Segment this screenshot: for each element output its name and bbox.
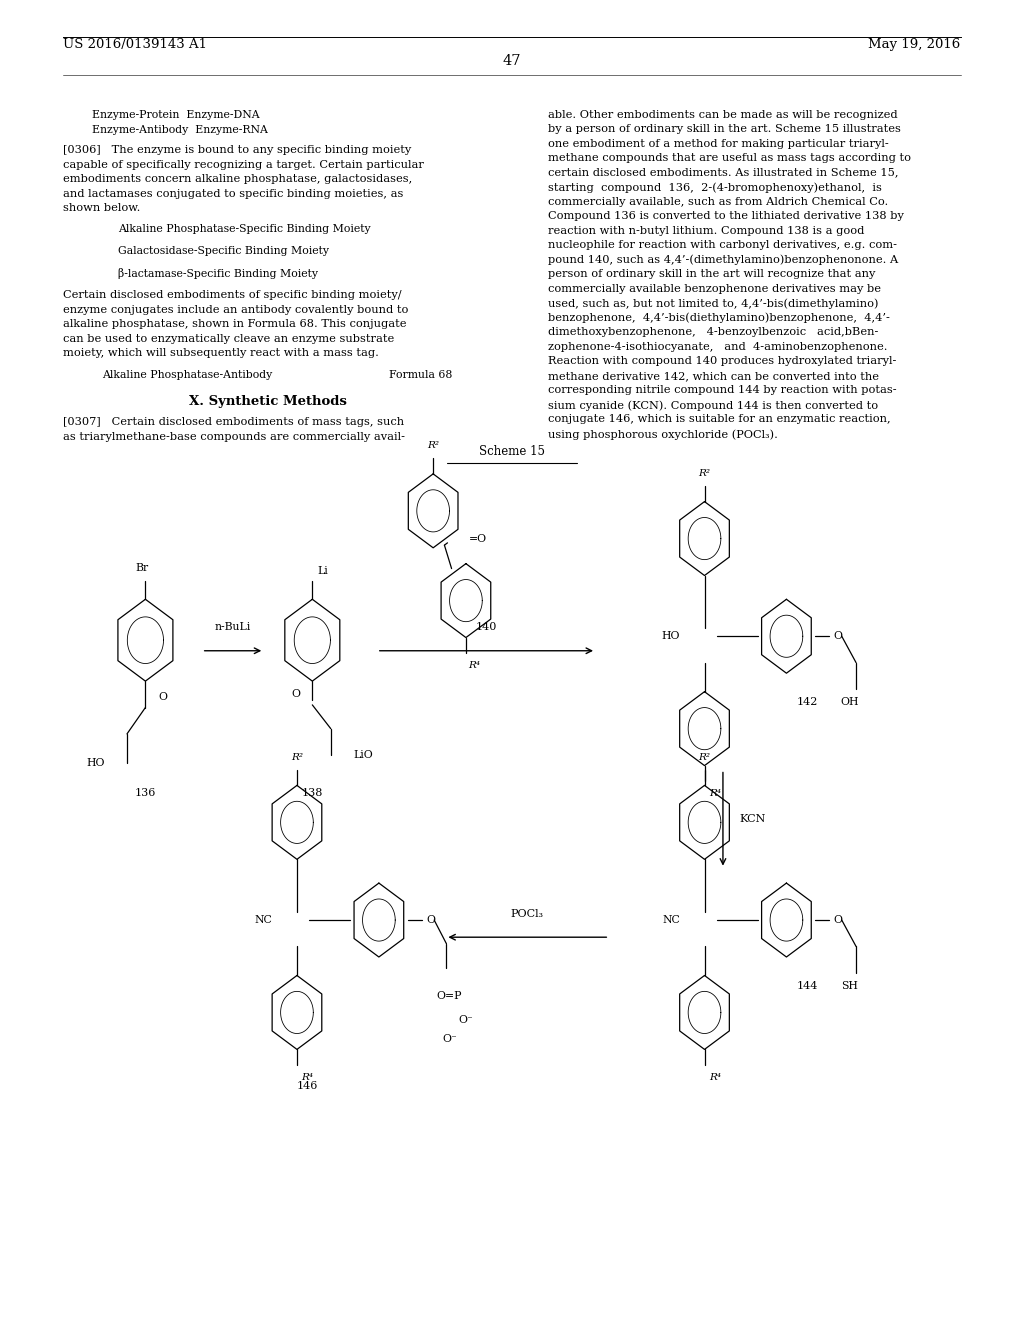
Text: can be used to enzymatically cleave an enzyme substrate: can be used to enzymatically cleave an e… <box>63 334 394 345</box>
Text: commercially available benzophenone derivatives may be: commercially available benzophenone deri… <box>548 284 881 294</box>
Text: 142: 142 <box>797 697 818 708</box>
Text: O: O <box>426 915 435 925</box>
Text: benzophenone,  4,4’-bis(diethylamino)benzophenone,  4,4’-: benzophenone, 4,4’-bis(diethylamino)benz… <box>548 313 890 323</box>
Text: R⁴: R⁴ <box>468 661 480 671</box>
Text: KCN: KCN <box>739 814 766 824</box>
Text: using phosphorous oxychloride (POCl₃).: using phosphorous oxychloride (POCl₃). <box>548 429 777 440</box>
Text: May 19, 2016: May 19, 2016 <box>868 38 961 51</box>
Text: HO: HO <box>86 758 104 768</box>
Text: used, such as, but not limited to, 4,4’-bis(dimethylamino): used, such as, but not limited to, 4,4’-… <box>548 298 879 309</box>
Text: alkaline phosphatase, shown in Formula 68. This conjugate: alkaline phosphatase, shown in Formula 6… <box>63 319 407 330</box>
Text: 138: 138 <box>302 788 323 799</box>
Text: R²: R² <box>698 752 711 762</box>
Text: R²: R² <box>427 441 439 450</box>
Text: R⁴: R⁴ <box>709 789 721 799</box>
Text: POCl₃: POCl₃ <box>511 908 544 919</box>
Text: as triarylmethane-base compounds are commercially avail-: as triarylmethane-base compounds are com… <box>63 432 406 442</box>
Text: R⁴: R⁴ <box>709 1073 721 1082</box>
Text: 146: 146 <box>297 1081 317 1092</box>
Text: [0307]   Certain disclosed embodiments of mass tags, such: [0307] Certain disclosed embodiments of … <box>63 417 404 428</box>
Text: Compound 136 is converted to the lithiated derivative 138 by: Compound 136 is converted to the lithiat… <box>548 211 904 222</box>
Text: by a person of ordinary skill in the art. Scheme 15 illustrates: by a person of ordinary skill in the art… <box>548 124 901 135</box>
Text: 136: 136 <box>135 788 156 799</box>
Text: LiO: LiO <box>353 750 373 760</box>
Text: embodiments concern alkaline phosphatase, galactosidases,: embodiments concern alkaline phosphatase… <box>63 174 413 185</box>
Text: certain disclosed embodiments. As illustrated in Scheme 15,: certain disclosed embodiments. As illust… <box>548 168 898 178</box>
Text: corresponding nitrile compound 144 by reaction with potas-: corresponding nitrile compound 144 by re… <box>548 385 896 396</box>
Text: Alkaline Phosphatase-Antibody: Alkaline Phosphatase-Antibody <box>102 370 272 380</box>
Text: O: O <box>159 692 168 702</box>
Text: methane derivative 142, which can be converted into the: methane derivative 142, which can be con… <box>548 371 879 381</box>
Text: R²: R² <box>291 752 303 762</box>
Text: able. Other embodiments can be made as will be recognized: able. Other embodiments can be made as w… <box>548 110 897 120</box>
Text: R²: R² <box>698 469 711 478</box>
Text: NC: NC <box>663 915 680 925</box>
Text: Certain disclosed embodiments of specific binding moiety/: Certain disclosed embodiments of specifi… <box>63 290 402 301</box>
Text: Formula 68: Formula 68 <box>389 370 453 380</box>
Text: O=P: O=P <box>437 991 462 1002</box>
Text: 47: 47 <box>503 54 521 67</box>
Text: Reaction with compound 140 produces hydroxylated triaryl-: Reaction with compound 140 produces hydr… <box>548 356 896 367</box>
Text: O⁻: O⁻ <box>459 1015 473 1026</box>
Text: moiety, which will subsequently react with a mass tag.: moiety, which will subsequently react wi… <box>63 348 379 359</box>
Text: methane compounds that are useful as mass tags according to: methane compounds that are useful as mas… <box>548 153 910 164</box>
Text: [0306]   The enzyme is bound to any specific binding moiety: [0306] The enzyme is bound to any specif… <box>63 145 412 156</box>
Text: dimethoxybenzophenone,   4-benzoylbenzoic   acid,bBen-: dimethoxybenzophenone, 4-benzoylbenzoic … <box>548 327 879 338</box>
Text: NC: NC <box>255 915 272 925</box>
Text: starting  compound  136,  2-(4-bromophenoxy)ethanol,  is: starting compound 136, 2-(4-bromophenoxy… <box>548 182 882 193</box>
Text: O: O <box>834 631 843 642</box>
Text: O⁻: O⁻ <box>442 1034 457 1044</box>
Text: and lactamases conjugated to specific binding moieties, as: and lactamases conjugated to specific bi… <box>63 189 403 199</box>
Text: 144: 144 <box>797 981 818 991</box>
Text: Enzyme-Antibody  Enzyme-RNA: Enzyme-Antibody Enzyme-RNA <box>92 125 268 135</box>
Text: zophenone-4-isothiocyanate,   and  4-aminobenzophenone.: zophenone-4-isothiocyanate, and 4-aminob… <box>548 342 888 352</box>
Text: sium cyanide (KCN). Compound 144 is then converted to: sium cyanide (KCN). Compound 144 is then… <box>548 400 878 411</box>
Text: conjugate 146, which is suitable for an enzymatic reaction,: conjugate 146, which is suitable for an … <box>548 414 891 425</box>
Text: Br: Br <box>136 562 148 573</box>
Text: O: O <box>291 689 300 700</box>
Text: enzyme conjugates include an antibody covalently bound to: enzyme conjugates include an antibody co… <box>63 305 409 315</box>
Text: shown below.: shown below. <box>63 203 141 214</box>
Text: 140: 140 <box>476 622 497 632</box>
Text: commercially available, such as from Aldrich Chemical Co.: commercially available, such as from Ald… <box>548 197 888 207</box>
Text: =O: =O <box>469 533 487 544</box>
Text: n-BuLi: n-BuLi <box>215 622 251 632</box>
Text: HO: HO <box>662 631 680 642</box>
Text: reaction with n-butyl lithium. Compound 138 is a good: reaction with n-butyl lithium. Compound … <box>548 226 864 236</box>
Text: X. Synthetic Methods: X. Synthetic Methods <box>189 395 347 408</box>
Text: OH: OH <box>841 697 859 708</box>
Text: R⁴: R⁴ <box>301 1073 313 1082</box>
Text: Alkaline Phosphatase-Specific Binding Moiety: Alkaline Phosphatase-Specific Binding Mo… <box>118 223 371 234</box>
Text: SH: SH <box>842 981 858 991</box>
Text: nucleophile for reaction with carbonyl derivatives, e.g. com-: nucleophile for reaction with carbonyl d… <box>548 240 897 251</box>
Text: β-lactamase-Specific Binding Moiety: β-lactamase-Specific Binding Moiety <box>118 268 317 279</box>
Text: pound 140, such as 4,4’-(dimethylamino)benzophenonone. A: pound 140, such as 4,4’-(dimethylamino)b… <box>548 255 898 265</box>
Text: one embodiment of a method for making particular triaryl-: one embodiment of a method for making pa… <box>548 139 889 149</box>
Text: Enzyme-Protein  Enzyme-DNA: Enzyme-Protein Enzyme-DNA <box>92 110 260 120</box>
Text: O: O <box>834 915 843 925</box>
Text: capable of specifically recognizing a target. Certain particular: capable of specifically recognizing a ta… <box>63 160 424 170</box>
Text: Galactosidase-Specific Binding Moiety: Galactosidase-Specific Binding Moiety <box>118 246 329 256</box>
Text: Scheme 15: Scheme 15 <box>479 445 545 458</box>
Text: Li: Li <box>317 565 328 576</box>
Text: US 2016/0139143 A1: US 2016/0139143 A1 <box>63 38 208 51</box>
Text: person of ordinary skill in the art will recognize that any: person of ordinary skill in the art will… <box>548 269 876 280</box>
